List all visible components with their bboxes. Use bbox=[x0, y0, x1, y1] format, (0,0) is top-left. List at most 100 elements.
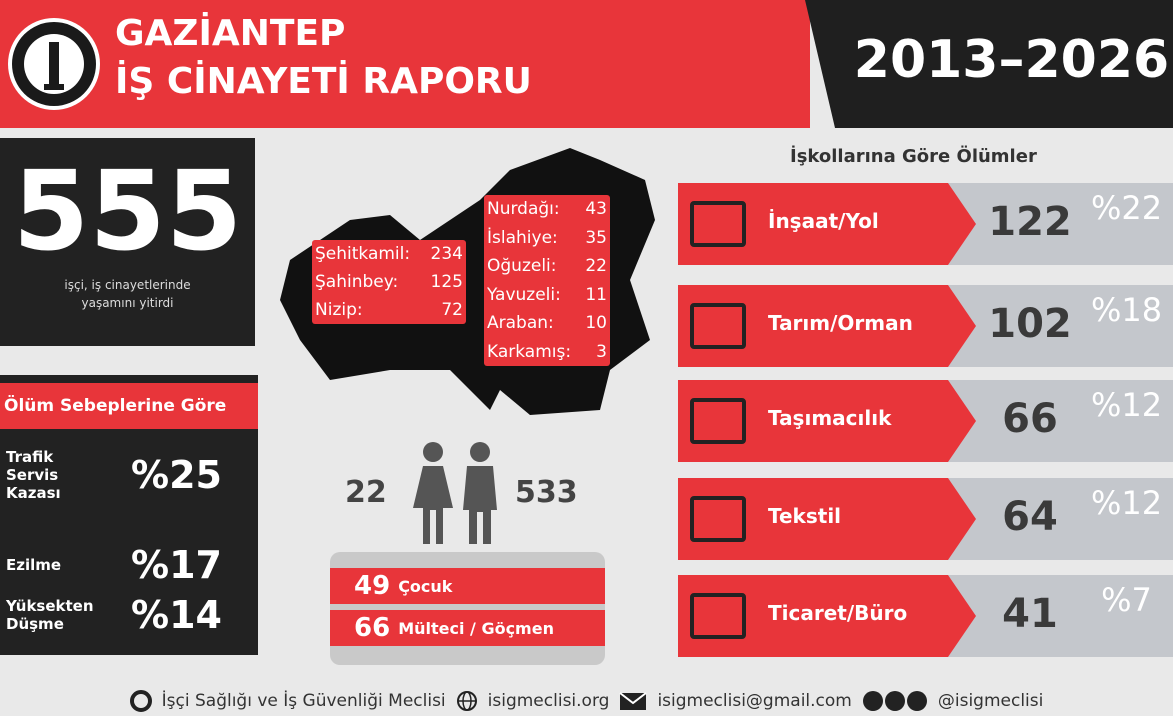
years: 2013–2026 bbox=[853, 30, 1170, 90]
sector-percent: %12 bbox=[1090, 484, 1163, 522]
cause-label-line: Kazası bbox=[6, 484, 61, 502]
mail-icon bbox=[619, 691, 648, 710]
district-count: 125 bbox=[430, 272, 463, 292]
sector-bg bbox=[940, 183, 1173, 265]
cause-row: Trafik Servis Kazası %25 bbox=[6, 445, 256, 505]
sector-name: Tekstil bbox=[768, 504, 842, 528]
district-name: Nizip: bbox=[315, 300, 363, 320]
sector-bg bbox=[940, 478, 1173, 560]
years-band bbox=[805, 0, 1173, 128]
central-districts: Şehitkamil: 234 Şahinbey: 125 Nizip: 72 bbox=[312, 240, 466, 324]
social-icons bbox=[862, 690, 927, 711]
total-caption: işçi, iş cinayetlerinde yaşamını yitirdi bbox=[0, 276, 255, 312]
sector-icon bbox=[690, 496, 746, 542]
group-label: Çocuk bbox=[398, 576, 453, 596]
sector-count: 66 bbox=[1002, 396, 1058, 442]
cause-row: Yüksekten Düşme %14 bbox=[6, 585, 256, 645]
cause-label: Trafik Servis Kazası bbox=[6, 448, 131, 502]
sector-bar bbox=[678, 285, 976, 367]
caption-line: işçi, iş cinayetlerinde bbox=[64, 278, 191, 292]
other-districts: Nurdağı: 43 İslahiye: 35 Oğuzeli: 22 Yavuzeli:… bbox=[484, 195, 610, 366]
sector-count: 122 bbox=[988, 199, 1072, 245]
footer-social: @isigmeclisi bbox=[937, 690, 1044, 711]
district-count: 11 bbox=[585, 284, 607, 305]
footer-email: isigmeclisi@gmail.com bbox=[657, 690, 852, 711]
cause-label: Yüksekten Düşme bbox=[6, 597, 131, 633]
sector-name: Ticaret/Büro bbox=[768, 601, 908, 625]
district-count: 72 bbox=[441, 300, 463, 320]
footer: İşçi Sağlığı ve İş Güvenliği Meclisi isi… bbox=[0, 685, 1173, 716]
sector-count: 102 bbox=[988, 301, 1072, 347]
cause-percent: %14 bbox=[131, 593, 222, 637]
district-row: Nurdağı: 43 bbox=[487, 195, 607, 224]
causes-heading: Ölüm Sebeplerine Göre bbox=[0, 383, 258, 429]
sector-percent: %18 bbox=[1090, 291, 1163, 329]
logo bbox=[8, 18, 100, 110]
group-count: 66 bbox=[354, 613, 391, 643]
total-number: 555 bbox=[12, 147, 243, 275]
cause-label: Ezilme bbox=[6, 556, 131, 574]
district-row: Oğuzeli: 22 bbox=[487, 252, 607, 281]
cause-label-line: Yüksekten bbox=[6, 597, 94, 615]
district-count: 43 bbox=[585, 199, 607, 219]
gender-icons bbox=[413, 442, 497, 544]
header-band bbox=[0, 0, 810, 128]
district-row: Araban: 10 bbox=[487, 309, 607, 338]
district-row: İslahiye: 35 bbox=[487, 224, 607, 253]
district-name: İslahiye: bbox=[487, 227, 558, 248]
total-box: 555 işçi, iş cinayetlerinde yaşamını yit… bbox=[0, 138, 255, 346]
district-count: 234 bbox=[430, 244, 463, 264]
sector-percent: %12 bbox=[1090, 386, 1163, 424]
district-count: 10 bbox=[585, 313, 607, 333]
title-line: GAZİANTEP bbox=[115, 13, 346, 54]
sector-name: İnşaat/Yol bbox=[768, 209, 879, 233]
cause-percent: %25 bbox=[131, 453, 222, 497]
footer-website: isigmeclisi.org bbox=[487, 690, 610, 711]
district-row: Karkamış: 3 bbox=[487, 338, 607, 367]
caption-line: yaşamını yitirdi bbox=[81, 296, 174, 310]
cause-label-line: Düşme bbox=[6, 615, 64, 633]
org-icon bbox=[129, 689, 152, 712]
cause-label-line: Ezilme bbox=[6, 556, 62, 574]
district-row: Yavuzeli: 11 bbox=[487, 281, 607, 310]
sector-icon bbox=[690, 201, 746, 247]
district-name: Karkamış: bbox=[487, 341, 572, 362]
district-name: Nurdağı: bbox=[487, 199, 560, 219]
sector-bar bbox=[678, 575, 976, 657]
sector-name: Tarım/Orman bbox=[768, 311, 913, 335]
district-name: Yavuzeli: bbox=[487, 284, 561, 305]
group-label: Mülteci / Göçmen bbox=[398, 618, 554, 638]
district-name: Araban: bbox=[487, 313, 554, 333]
title: GAZİANTEP İŞ CİNAYETİ RAPORU bbox=[115, 10, 532, 106]
sector-icon bbox=[690, 398, 746, 444]
district-row: Şehitkamil: 234 bbox=[315, 240, 463, 268]
sector-bg bbox=[940, 575, 1173, 657]
district-name: Şahinbey: bbox=[315, 272, 399, 292]
group-row: 49 Çocuk bbox=[330, 568, 605, 604]
men-count: 533 bbox=[515, 475, 578, 510]
sector-percent: %22 bbox=[1090, 189, 1163, 227]
women-count: 22 bbox=[345, 475, 387, 510]
sector-bar bbox=[678, 380, 976, 462]
cause-label-line: Trafik bbox=[6, 448, 54, 466]
groups-box: 49 Çocuk 66 Mülteci / Göçmen bbox=[330, 552, 605, 665]
district-row: Şahinbey: 125 bbox=[315, 268, 463, 296]
cause-row: Ezilme %17 bbox=[6, 535, 256, 595]
group-count: 49 bbox=[354, 571, 391, 601]
district-name: Oğuzeli: bbox=[487, 256, 557, 276]
district-count: 22 bbox=[585, 256, 607, 276]
sector-count: 64 bbox=[1002, 494, 1058, 540]
sectors-heading: İşkollarına Göre Ölümler bbox=[790, 146, 1037, 167]
cause-label-line: Servis bbox=[6, 466, 59, 484]
causes-panel: Ölüm Sebeplerine Göre Trafik Servis Kazası… bbox=[0, 375, 258, 655]
district-count: 35 bbox=[585, 227, 607, 248]
sector-bg bbox=[940, 380, 1173, 462]
sector-bg bbox=[940, 285, 1173, 367]
district-row: Nizip: 72 bbox=[315, 296, 463, 324]
footer-organization: İşçi Sağlığı ve İş Güvenliği Meclisi bbox=[161, 690, 446, 711]
sector-icon bbox=[690, 593, 746, 639]
sector-icon bbox=[690, 303, 746, 349]
cause-percent: %17 bbox=[131, 543, 222, 587]
